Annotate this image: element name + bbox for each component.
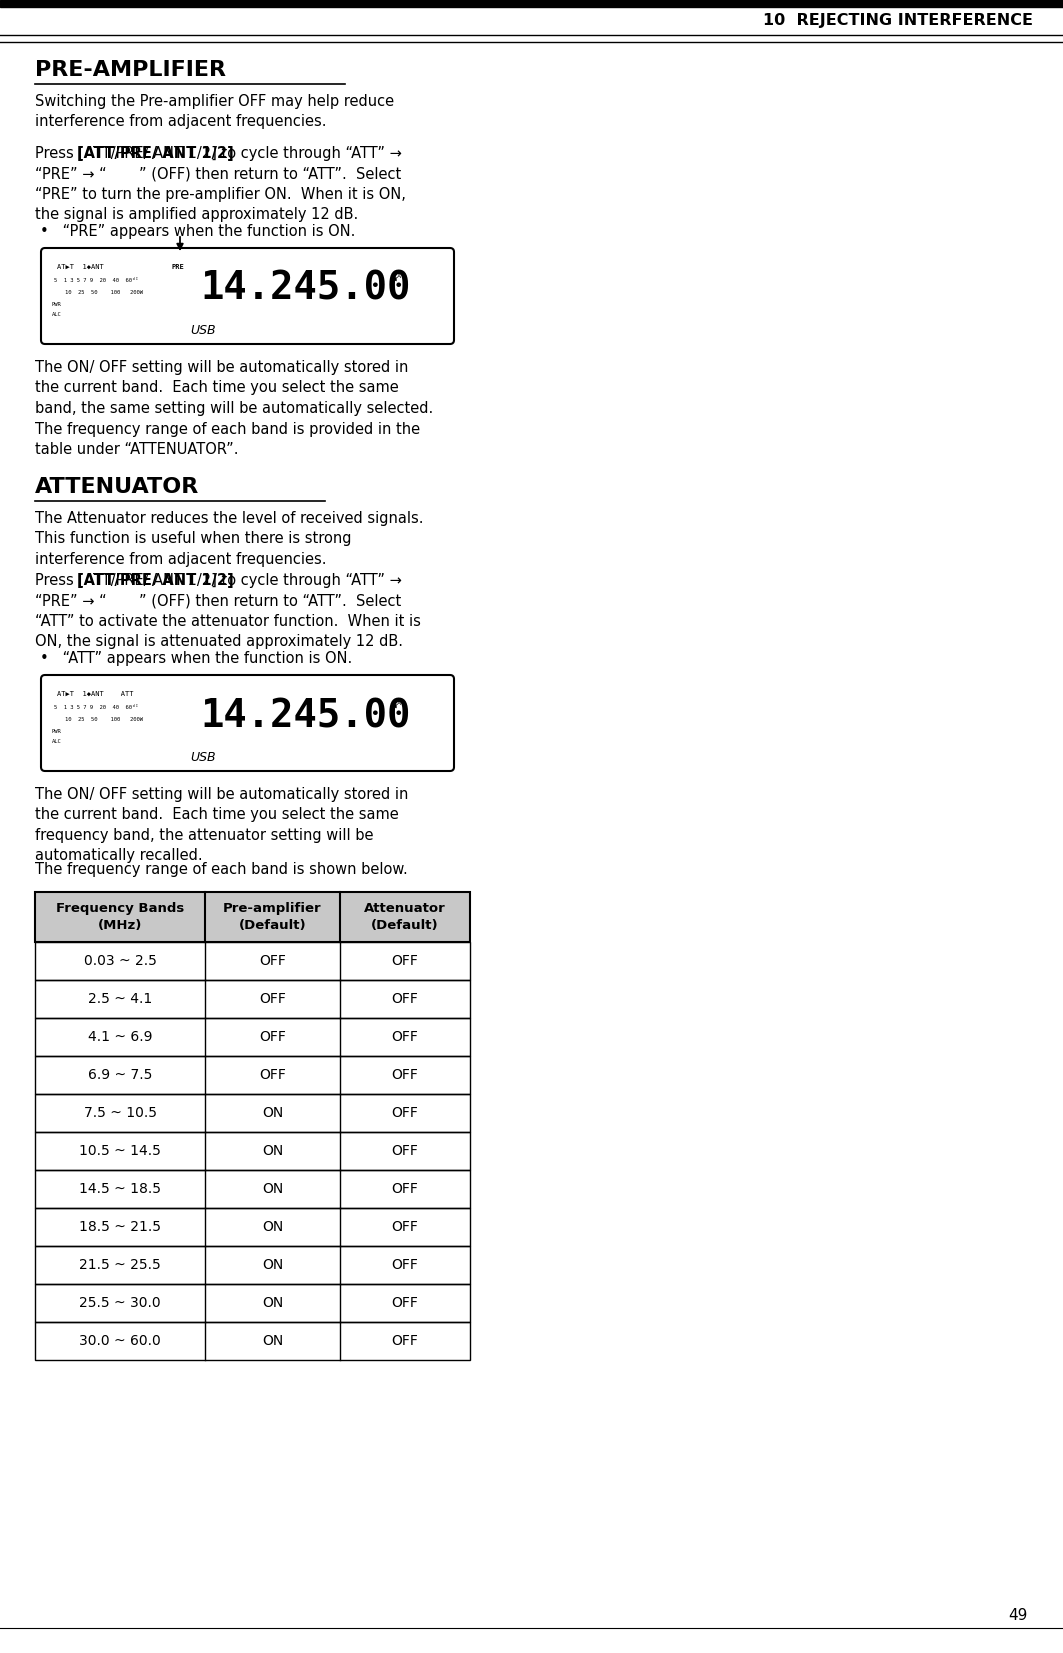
Text: USB: USB <box>190 324 216 337</box>
Text: 0.03 ~ 2.5: 0.03 ~ 2.5 <box>84 954 156 969</box>
Text: OFF: OFF <box>391 1144 419 1159</box>
Bar <box>35 1094 470 1132</box>
Text: OFF: OFF <box>391 1258 419 1273</box>
Bar <box>35 1018 470 1056</box>
Text: ALC: ALC <box>52 739 62 744</box>
Bar <box>35 1056 470 1094</box>
Bar <box>35 1132 470 1170</box>
Text: OFF: OFF <box>391 1182 419 1197</box>
Bar <box>35 1246 470 1284</box>
Text: ON: ON <box>261 1296 283 1309</box>
Bar <box>35 1056 470 1094</box>
Text: OFF: OFF <box>259 1030 286 1045</box>
Bar <box>35 1132 470 1170</box>
Text: 4.1 ~ 6.9: 4.1 ~ 6.9 <box>88 1030 152 1045</box>
Bar <box>35 1284 470 1322</box>
Text: ALC: ALC <box>52 312 62 317</box>
Bar <box>35 893 470 942</box>
Text: ◄ᴬ: ◄ᴬ <box>390 701 404 711</box>
Text: OFF: OFF <box>391 1296 419 1309</box>
Text: ON: ON <box>261 1334 283 1347</box>
Text: 14.245.00: 14.245.00 <box>200 269 410 307</box>
Text: PRE: PRE <box>172 264 185 269</box>
Text: OFF: OFF <box>391 1106 419 1121</box>
Text: The ON/ OFF setting will be automatically stored in
the current band.  Each time: The ON/ OFF setting will be automaticall… <box>35 360 434 417</box>
Text: 30.0 ~ 60.0: 30.0 ~ 60.0 <box>79 1334 161 1347</box>
Text: [ATT/PRE/ ANT 1/2]: [ATT/PRE/ ANT 1/2] <box>77 145 234 160</box>
Bar <box>35 1208 470 1246</box>
Text: The Attenuator reduces the level of received signals.
This function is useful wh: The Attenuator reduces the level of rece… <box>35 511 423 567</box>
Text: OFF: OFF <box>391 1334 419 1347</box>
Bar <box>35 1246 470 1284</box>
Text: 25.5 ~ 30.0: 25.5 ~ 30.0 <box>79 1296 161 1309</box>
Bar <box>35 980 470 1018</box>
Bar <box>35 942 470 980</box>
Text: 6.9 ~ 7.5: 6.9 ~ 7.5 <box>88 1068 152 1083</box>
Bar <box>35 1208 470 1246</box>
Text: Press [ATT/PRE/ ANT 1/2] to cycle through “ATT” →
“PRE” → “       ” (OFF) then r: Press [ATT/PRE/ ANT 1/2] to cycle throug… <box>35 574 421 650</box>
Text: 10  25  50    100   200W: 10 25 50 100 200W <box>65 289 144 294</box>
Text: PRE-AMPLIFIER: PRE-AMPLIFIER <box>35 60 226 79</box>
Text: OFF: OFF <box>259 992 286 1007</box>
Text: ON: ON <box>261 1144 283 1159</box>
Text: PWR: PWR <box>52 302 62 307</box>
Bar <box>35 1018 470 1056</box>
Text: Switching the Pre-amplifier OFF may help reduce
interference from adjacent frequ: Switching the Pre-amplifier OFF may help… <box>35 94 394 129</box>
Text: Frequency Bands
(MHz): Frequency Bands (MHz) <box>56 903 184 932</box>
Text: ATTENUATOR: ATTENUATOR <box>35 478 199 498</box>
Text: 5  1 3 5 7 9  20  40  60ᵈᴵ: 5 1 3 5 7 9 20 40 60ᵈᴵ <box>54 278 138 283</box>
Text: 7.5 ~ 10.5: 7.5 ~ 10.5 <box>84 1106 156 1121</box>
Text: OFF: OFF <box>391 1030 419 1045</box>
Bar <box>35 1170 470 1208</box>
FancyBboxPatch shape <box>41 248 454 344</box>
Text: AT▶T  1◆ANT: AT▶T 1◆ANT <box>57 264 104 269</box>
Text: 49: 49 <box>1009 1607 1028 1623</box>
Text: ON: ON <box>261 1182 283 1197</box>
Text: The ON/ OFF setting will be automatically stored in
the current band.  Each time: The ON/ OFF setting will be automaticall… <box>35 787 408 863</box>
Text: OFF: OFF <box>391 1220 419 1235</box>
Text: OFF: OFF <box>391 1068 419 1083</box>
Text: 21.5 ~ 25.5: 21.5 ~ 25.5 <box>79 1258 161 1273</box>
Text: Attenuator
(Default): Attenuator (Default) <box>365 903 445 932</box>
Text: 10  25  50    100   200W: 10 25 50 100 200W <box>65 717 144 722</box>
Text: 10  REJECTING INTERFERENCE: 10 REJECTING INTERFERENCE <box>763 13 1033 28</box>
Text: 14.245.00: 14.245.00 <box>200 698 410 736</box>
Text: OFF: OFF <box>391 954 419 969</box>
Text: USB: USB <box>190 750 216 764</box>
Text: The frequency range of each band is provided in the
table under “ATTENUATOR”.: The frequency range of each band is prov… <box>35 422 420 458</box>
Text: ON: ON <box>261 1106 283 1121</box>
Bar <box>35 1284 470 1322</box>
Text: OFF: OFF <box>391 992 419 1007</box>
Text: •   “PRE” appears when the function is ON.: • “PRE” appears when the function is ON. <box>40 225 355 240</box>
Bar <box>35 1094 470 1132</box>
Text: OFF: OFF <box>259 954 286 969</box>
Text: OFF: OFF <box>259 1068 286 1083</box>
Text: 10.5 ~ 14.5: 10.5 ~ 14.5 <box>79 1144 161 1159</box>
Bar <box>35 893 470 942</box>
Text: ON: ON <box>261 1258 283 1273</box>
Text: [ATT/PRE/ ANT 1/2]: [ATT/PRE/ ANT 1/2] <box>77 574 234 588</box>
Text: ◄ᴬ: ◄ᴬ <box>390 274 404 284</box>
Bar <box>35 1322 470 1360</box>
Bar <box>35 980 470 1018</box>
Bar <box>0 0 1063 7</box>
Text: PWR: PWR <box>52 729 62 734</box>
Text: •   “ATT” appears when the function is ON.: • “ATT” appears when the function is ON. <box>40 651 352 666</box>
Bar <box>35 942 470 980</box>
Text: 5  1 3 5 7 9  20  40  60ᵈᴵ: 5 1 3 5 7 9 20 40 60ᵈᴵ <box>54 704 138 711</box>
Bar <box>35 1170 470 1208</box>
Text: Pre-amplifier
(Default): Pre-amplifier (Default) <box>223 903 322 932</box>
Text: ON: ON <box>261 1220 283 1235</box>
Text: 18.5 ~ 21.5: 18.5 ~ 21.5 <box>79 1220 161 1235</box>
Text: AT▶T  1◆ANT    ATT: AT▶T 1◆ANT ATT <box>57 691 134 698</box>
Text: The frequency range of each band is shown below.: The frequency range of each band is show… <box>35 861 408 878</box>
Text: 14.5 ~ 18.5: 14.5 ~ 18.5 <box>79 1182 161 1197</box>
FancyBboxPatch shape <box>41 674 454 770</box>
Bar <box>35 1322 470 1360</box>
Text: 2.5 ~ 4.1: 2.5 ~ 4.1 <box>88 992 152 1007</box>
Text: Press [ATT/PRE/ ANT 1/2] to cycle through “ATT” →
“PRE” → “       ” (OFF) then r: Press [ATT/PRE/ ANT 1/2] to cycle throug… <box>35 145 406 222</box>
